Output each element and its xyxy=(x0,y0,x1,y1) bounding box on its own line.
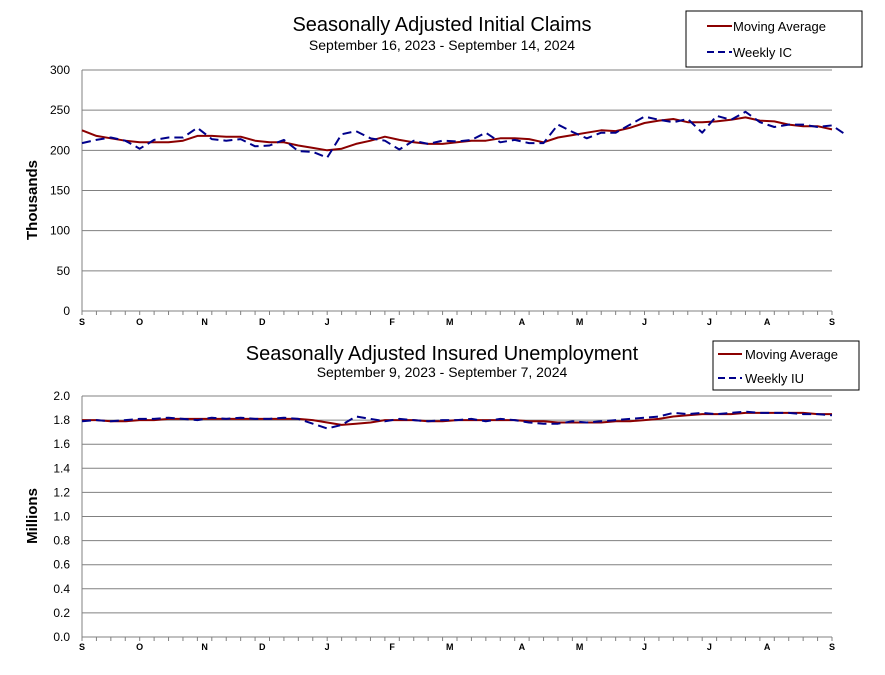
chart2-y-tick-label: 0.2 xyxy=(53,606,70,620)
chart2-y-axis-label: Millions xyxy=(24,488,41,544)
chart1-x-tick-label: M xyxy=(576,317,584,327)
chart2-y-tick-label: 1.6 xyxy=(53,437,70,451)
chart1-x-tick-label: A xyxy=(519,317,526,327)
chart2-y-tick-label: 1.0 xyxy=(53,510,70,524)
chart1-x-tick-label: M xyxy=(446,317,454,327)
chart1-y-tick-label: 200 xyxy=(50,143,70,157)
chart2-legend: Moving Average Weekly IU xyxy=(712,340,860,391)
chart2-x-tick-label: J xyxy=(325,642,330,652)
chart2-x-tick-label: D xyxy=(259,642,266,652)
chart2-legend-label-weekly-iu: Weekly IU xyxy=(745,371,804,386)
chart1-x-tick-label: S xyxy=(829,317,835,327)
chart1-series-moving-average xyxy=(81,116,833,152)
chart2-y-tick-label: 1.2 xyxy=(53,485,70,499)
chart2-x-tick-label: N xyxy=(201,642,208,652)
chart1-x-tick-label: F xyxy=(389,317,395,327)
chart2-x-tick-label: M xyxy=(446,642,454,652)
chart2-x-tick-label: S xyxy=(829,642,835,652)
chart2-subtitle: September 9, 2023 - September 7, 2024 xyxy=(317,364,568,380)
chart2-series-weekly-iu xyxy=(81,410,833,430)
chart1-y-tick-label: 50 xyxy=(57,264,71,278)
chart1-legend-box xyxy=(685,10,863,68)
chart1-title: Seasonally Adjusted Initial Claims xyxy=(292,14,591,36)
chart1-legend: Moving Average Weekly IC xyxy=(685,10,863,68)
chart2-y-tick-label: 2.0 xyxy=(53,389,70,403)
chart1-legend-label-weekly-ic: Weekly IC xyxy=(733,45,792,60)
chart2-legend-box xyxy=(712,340,860,391)
chart2-legend-label-moving-average: Moving Average xyxy=(745,347,838,362)
chart2-x-tick-label: J xyxy=(707,642,712,652)
chart2-x-tick-label: O xyxy=(136,642,143,652)
chart2-plot-area: 0.0 0.2 0.4 0.6 0.8 1.0 1.2 1.4 1.6 1.8 2.0 S O N D J F M… xyxy=(53,389,835,652)
chart1-series-weekly-ic xyxy=(81,110,847,159)
chart1-x-tick-label: J xyxy=(642,317,647,327)
chart1-x-tick-label: N xyxy=(201,317,208,327)
chart2-x-tick-label: A xyxy=(519,642,526,652)
chart1-x-tick-label: D xyxy=(259,317,266,327)
chart1-y-tick-label: 300 xyxy=(50,63,70,77)
chart2-y-tick-label: 0.6 xyxy=(53,558,70,572)
chart2-y-tick-label: 1.4 xyxy=(53,461,70,475)
chart1-y-tick-label: 100 xyxy=(50,224,70,238)
chart1-y-tick-label: 0 xyxy=(63,304,70,318)
chart1-x-tick-label: J xyxy=(707,317,712,327)
chart1-x-tick-label: S xyxy=(79,317,85,327)
chart1-x-tick-label: O xyxy=(136,317,143,327)
chart1-legend-label-moving-average: Moving Average xyxy=(733,19,826,34)
chart2-y-tick-label: 0.4 xyxy=(53,582,70,596)
chart1-y-axis-label: Thousands xyxy=(24,160,41,240)
chart1-subtitle: September 16, 2023 - September 14, 2024 xyxy=(309,37,575,53)
chart2-x-tick-label: A xyxy=(764,642,771,652)
chart2-x-tick-label: M xyxy=(576,642,584,652)
chart1-y-tick-label: 150 xyxy=(50,184,70,198)
chart2-y-tick-label: 0.8 xyxy=(53,534,70,548)
chart1-x-tick-label: J xyxy=(325,317,330,327)
chart1-x-tick-label: A xyxy=(764,317,771,327)
chart2-x-tick-label: J xyxy=(642,642,647,652)
chart1-y-tick-label: 250 xyxy=(50,103,70,117)
chart1-plot-area: 0 50 100 150 200 250 300 S O N D J F M A M J J A S xyxy=(50,63,847,327)
chart2-x-tick-label: S xyxy=(79,642,85,652)
chart2-y-tick-label: 1.8 xyxy=(53,413,70,427)
chart2-y-tick-label: 0.0 xyxy=(53,630,70,644)
chart2-x-tick-label: F xyxy=(389,642,395,652)
chart2-title: Seasonally Adjusted Insured Unemployment xyxy=(246,343,639,365)
